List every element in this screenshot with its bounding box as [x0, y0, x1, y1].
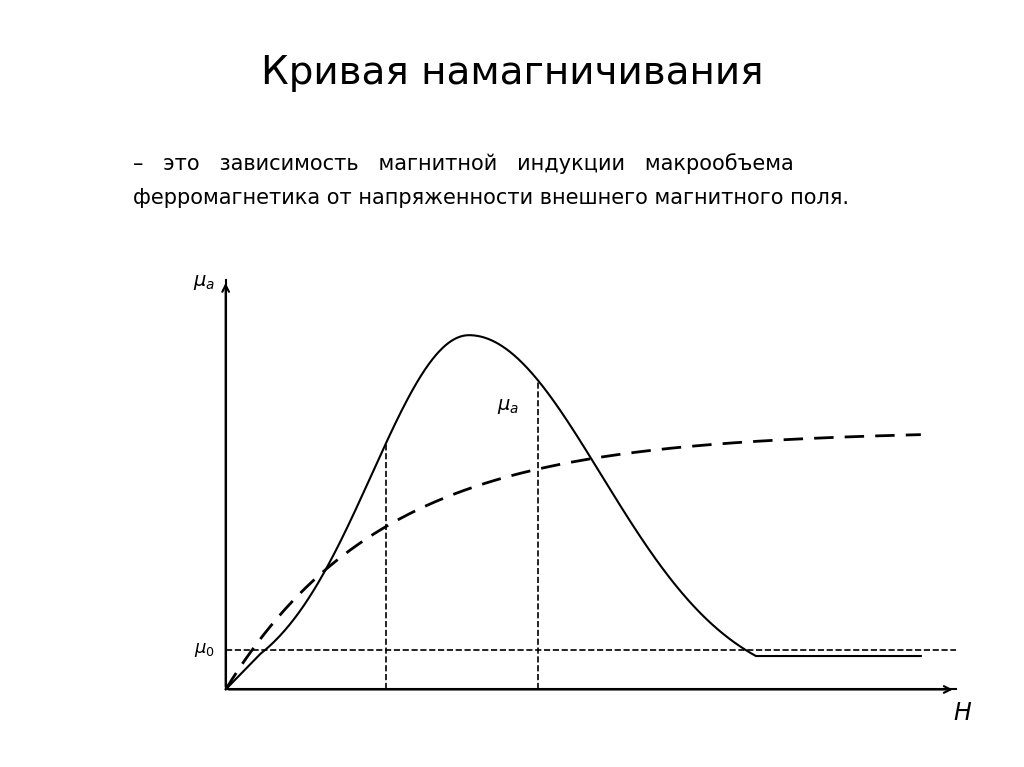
Text: –   это   зависимость   магнитной   индукции   макрообъема: – это зависимость магнитной индукции мак… — [133, 153, 794, 174]
Text: $\mu_a$: $\mu_a$ — [194, 272, 215, 291]
Text: $\mu_0$: $\mu_0$ — [195, 641, 215, 659]
Text: H: H — [953, 701, 972, 726]
Text: Кривая намагничивания: Кривая намагничивания — [261, 54, 763, 92]
Text: $\mu_a$: $\mu_a$ — [497, 397, 519, 416]
Text: ферромагнетика от напряженности внешнего магнитного поля.: ферромагнетика от напряженности внешнего… — [133, 188, 849, 208]
